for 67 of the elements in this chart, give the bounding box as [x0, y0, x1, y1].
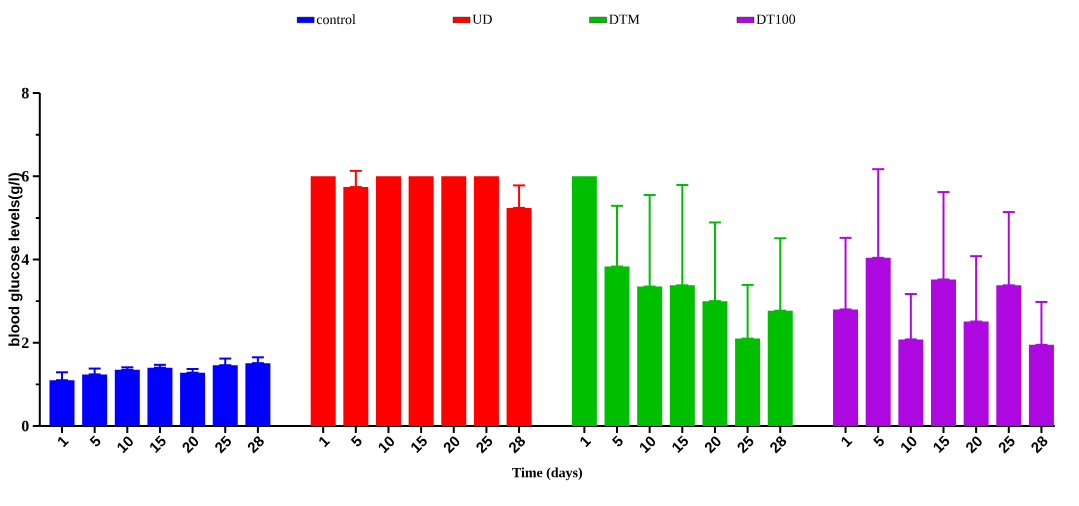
legend-label: control: [316, 14, 356, 25]
x-tick-label: 15: [411, 435, 427, 454]
x-tick-label: 5: [350, 435, 362, 447]
bar: [147, 367, 173, 426]
bar: [996, 285, 1022, 426]
x-tick-label: 5: [611, 435, 623, 447]
bar: [637, 286, 663, 426]
legend-label: UD: [472, 14, 492, 24]
x-tick-label: 25: [998, 435, 1015, 454]
bar: [702, 301, 728, 426]
legend-label: DT100: [756, 14, 796, 24]
bar: [245, 363, 271, 426]
x-tick-label: 20: [443, 436, 460, 454]
bar: [865, 257, 891, 426]
bar: [310, 176, 336, 426]
x-tick-label: 5: [89, 435, 101, 447]
x-tick-label: 10: [639, 436, 656, 454]
x-tick-label: 25: [476, 435, 493, 454]
bar: [833, 309, 859, 426]
x-tick-label: 15: [150, 435, 166, 454]
bar: [604, 266, 630, 426]
y-tick-label: 8: [21, 87, 29, 99]
x-axis-title: Time (days): [512, 467, 582, 481]
legend-label: DTM: [609, 14, 640, 24]
x-tick-label: 20: [966, 436, 982, 454]
bar: [898, 339, 924, 426]
bar: [473, 176, 499, 426]
x-tick-label: 25: [737, 435, 754, 454]
y-axis-title: blood glucose levels(g/l): [8, 173, 23, 346]
bar: [571, 176, 597, 426]
y-tick-label: 2: [21, 337, 29, 349]
x-tick-label: 1: [319, 436, 331, 448]
bar: [930, 279, 956, 426]
x-tick-label: 20: [704, 436, 721, 454]
x-tick-label: 28: [247, 436, 264, 454]
bar: [343, 187, 369, 426]
bar: [82, 374, 108, 426]
y-tick-label: 4: [21, 254, 29, 265]
bar: [735, 338, 761, 426]
bar: [180, 372, 206, 426]
bar: [114, 369, 140, 426]
x-tick-label: 28: [509, 436, 525, 454]
x-tick-label: 10: [117, 436, 133, 454]
x-tick-label: 10: [378, 436, 394, 454]
bar: [408, 176, 434, 426]
bar: [212, 365, 238, 426]
x-tick-label: 25: [215, 435, 232, 454]
bar: [441, 176, 467, 426]
y-tick-label: 0: [21, 420, 29, 432]
bar: [1028, 344, 1054, 426]
x-tick-label: 20: [182, 436, 199, 454]
bar: [767, 310, 793, 426]
y-tick-label: 6: [21, 170, 29, 182]
x-tick-label: 1: [841, 436, 853, 448]
bar: [669, 285, 695, 426]
bar: [506, 207, 532, 426]
x-tick-label: 15: [933, 435, 950, 454]
bar: [49, 380, 75, 426]
x-tick-label: 28: [1031, 436, 1048, 454]
x-tick-label: 5: [873, 435, 884, 447]
bar: [375, 176, 401, 426]
x-tick-label: 28: [770, 436, 787, 454]
bar: [963, 321, 989, 426]
x-tick-label: 1: [58, 436, 69, 448]
x-tick-label: 15: [672, 435, 688, 454]
x-tick-label: 1: [580, 436, 592, 448]
x-tick-label: 10: [901, 436, 917, 454]
